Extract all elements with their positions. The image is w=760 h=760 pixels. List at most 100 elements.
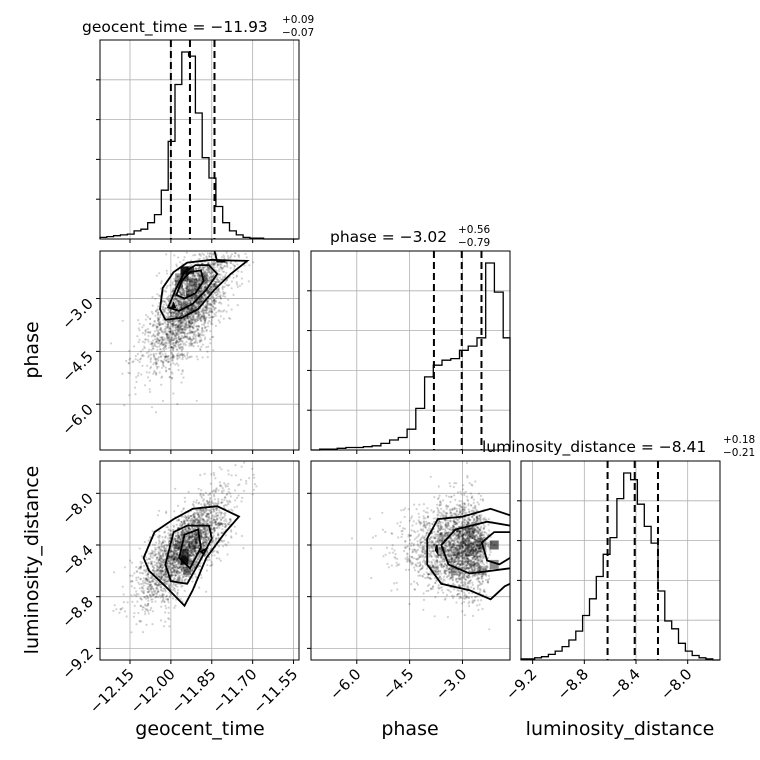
sample-point xyxy=(157,311,160,314)
sample-point xyxy=(251,493,254,496)
sample-point xyxy=(132,615,135,618)
sample-point xyxy=(151,556,154,559)
sample-point xyxy=(215,296,218,300)
sample-point xyxy=(147,576,150,579)
sample-point xyxy=(140,373,143,376)
sample-point xyxy=(168,284,171,287)
sample-point xyxy=(146,604,149,607)
sample-point xyxy=(177,313,180,317)
sample-point xyxy=(169,549,173,553)
sample-point xyxy=(227,488,231,491)
sample-point xyxy=(205,278,208,281)
sample-point xyxy=(163,358,166,361)
sample-point xyxy=(129,559,132,562)
sample-point xyxy=(155,557,159,560)
sample-point xyxy=(217,532,220,535)
sample-point xyxy=(214,512,217,516)
sample-point xyxy=(147,355,150,359)
sample-point xyxy=(168,367,171,371)
sample-point xyxy=(210,318,213,322)
sample-point xyxy=(141,364,144,367)
sample-point xyxy=(154,297,157,300)
sample-point xyxy=(187,325,190,328)
sample-point xyxy=(153,560,156,564)
sample-point xyxy=(157,329,160,332)
sample-point xyxy=(181,352,184,355)
sample-point xyxy=(213,282,216,285)
sample-point xyxy=(171,283,174,286)
sample-point xyxy=(215,277,218,280)
sample-point xyxy=(171,353,174,356)
sample-point xyxy=(188,293,191,296)
sample-point xyxy=(136,600,139,603)
sample-point xyxy=(135,576,138,580)
sample-point xyxy=(215,488,218,491)
sample-point xyxy=(204,318,207,321)
sample-point xyxy=(157,542,161,545)
sample-point xyxy=(187,317,190,320)
sample-point xyxy=(146,327,150,331)
sample-point xyxy=(236,283,239,286)
sample-point xyxy=(174,604,177,608)
sample-point xyxy=(172,392,175,395)
sample-point xyxy=(121,319,124,322)
sample-point xyxy=(200,315,203,318)
sample-point xyxy=(218,280,221,283)
sample-point xyxy=(208,509,212,512)
sample-point xyxy=(188,344,191,347)
sample-point xyxy=(245,479,248,483)
sample-point xyxy=(176,357,179,360)
sample-point xyxy=(128,394,131,397)
sample-point xyxy=(177,352,180,355)
sample-point xyxy=(151,564,154,568)
sample-point xyxy=(171,349,175,352)
sample-point xyxy=(164,535,167,538)
sample-point xyxy=(139,566,142,569)
sample-point xyxy=(213,554,216,557)
sample-point xyxy=(217,489,220,492)
sample-point xyxy=(189,299,192,302)
sample-point xyxy=(151,312,154,315)
sample-point xyxy=(211,315,214,319)
sample-point xyxy=(220,302,223,305)
sample-point xyxy=(175,535,178,538)
sample-point xyxy=(209,338,212,341)
sample-point xyxy=(208,288,211,291)
sample-point xyxy=(149,576,152,580)
sample-point xyxy=(170,345,173,349)
sample-point xyxy=(166,312,169,315)
sample-point xyxy=(191,298,194,301)
sample-point xyxy=(160,330,163,333)
sample-point xyxy=(161,399,165,402)
sample-point xyxy=(135,565,138,569)
sample-point xyxy=(233,267,236,270)
sample-point xyxy=(177,343,180,346)
sample-point xyxy=(207,345,210,348)
sample-point xyxy=(201,296,204,299)
sample-point xyxy=(161,540,164,544)
sample-point xyxy=(201,308,204,311)
sample-point xyxy=(156,333,159,336)
sample-point xyxy=(180,372,183,375)
sample-point xyxy=(195,267,198,270)
sample-point xyxy=(181,331,184,334)
sample-point xyxy=(185,315,189,319)
sample-point xyxy=(146,608,149,611)
sample-point xyxy=(161,366,164,369)
sample-point xyxy=(189,337,192,340)
sample-point xyxy=(212,534,215,537)
sample-point xyxy=(158,345,161,348)
sample-point xyxy=(160,329,163,332)
sample-point xyxy=(150,406,154,409)
sample-point xyxy=(150,552,153,555)
sample-point xyxy=(180,381,183,384)
sample-point xyxy=(206,559,209,562)
sample-point xyxy=(234,532,238,535)
sample-point xyxy=(159,596,162,599)
sample-point xyxy=(159,589,162,592)
sample-point xyxy=(172,337,176,340)
sample-point xyxy=(195,318,198,321)
sample-point xyxy=(169,342,172,345)
sample-point xyxy=(157,595,160,599)
sample-point xyxy=(205,312,209,315)
